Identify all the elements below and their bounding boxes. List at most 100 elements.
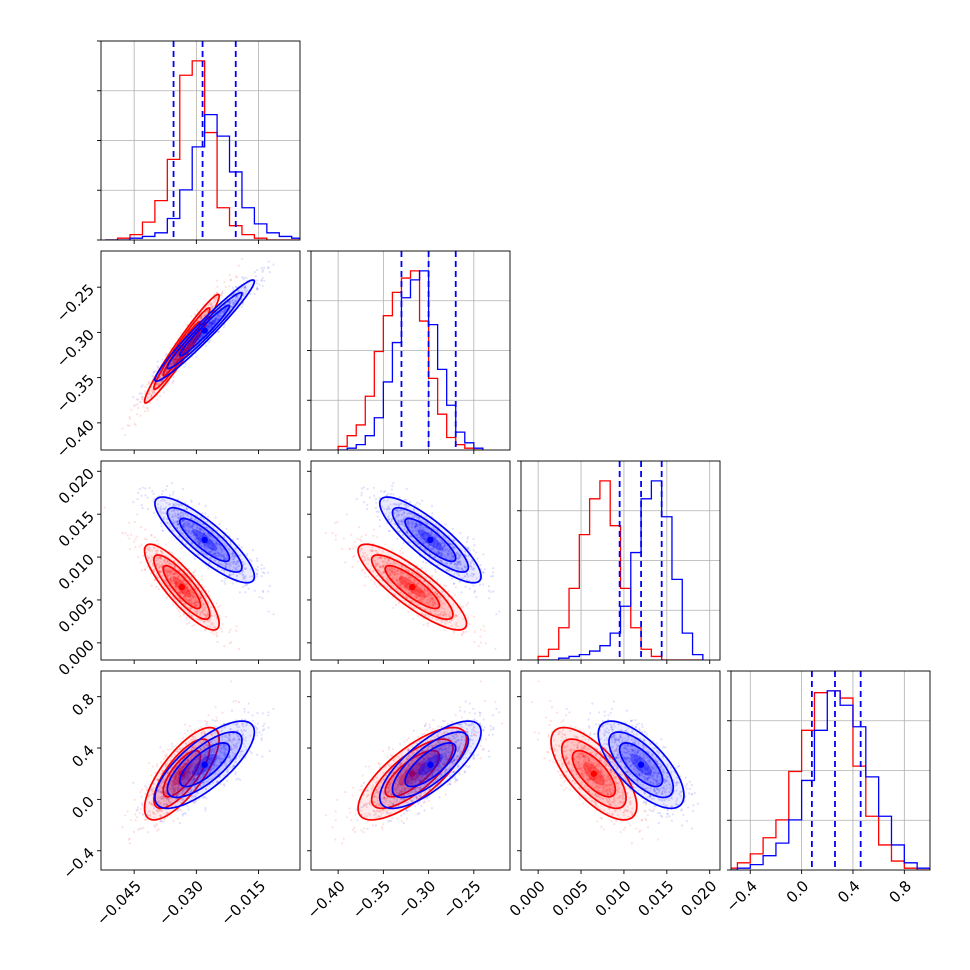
scatter-point [218,552,221,555]
scatter-point [370,548,373,552]
scatter-point [159,508,162,511]
scatter-point [199,516,202,519]
scatter-point [175,503,178,506]
scatter-point [180,547,183,550]
scatter-point [432,544,435,547]
scatter-point [375,585,378,589]
scatter-point [175,586,178,589]
scatter-point [387,558,390,561]
scatter-point [406,515,409,519]
scatter-point [245,276,248,280]
scatter-point [414,590,417,594]
scatter-point [236,297,239,300]
scatter-point [231,554,234,558]
scatter-point [182,524,185,528]
scatter-point [202,607,206,611]
scatter-point [177,352,180,356]
scatter-point [201,611,204,614]
scatter-point [162,391,165,394]
scatter-point [165,370,168,373]
scatter-point [180,590,183,594]
scatter-point [212,544,215,548]
scatter-point [216,554,219,557]
scatter-point [211,549,214,552]
scatter-point [479,641,483,644]
scatter-point [226,557,229,560]
scatter-point [194,601,197,604]
scatter-point [399,577,402,580]
scatter-point [176,576,179,579]
scatter-point [213,542,216,546]
scatter-point [135,398,138,401]
scatter-point [141,395,144,399]
scatter-point [220,562,223,565]
scatter-point [364,533,368,536]
scatter-point [436,613,439,616]
scatter-point [375,564,378,567]
scatter-point [196,600,199,604]
scatter-point [210,536,213,539]
scatter-point [245,583,248,586]
scatter-point [211,547,214,550]
scatter-point [176,581,179,584]
scatter-point [160,492,164,496]
scatter-point [244,285,247,288]
scatter-point [196,601,199,605]
scatter-point [195,597,198,600]
scatter-point [174,580,177,584]
scatter-point [436,539,439,542]
scatter-point [136,498,139,501]
scatter-point [380,556,384,559]
scatter-point [399,580,402,583]
scatter-point [449,561,452,564]
scatter-point [177,523,180,526]
scatter-point [431,600,434,603]
scatter-point [242,577,246,580]
scatter-point [364,559,367,562]
scatter-point [231,582,234,585]
scatter-point [226,577,229,580]
scatter-point [176,520,179,523]
scatter-point [156,562,159,565]
scatter-point [434,570,438,574]
scatter-point [398,581,402,584]
scatter-point [168,578,172,582]
scatter-point [224,563,228,566]
scatter-point [159,556,162,559]
scatter-point [391,571,394,574]
scatter-point [362,555,365,558]
scatter-point [182,613,186,616]
scatter-point [198,542,201,545]
scatter-point [227,302,231,305]
scatter-point [210,614,213,617]
scatter-point [172,513,175,517]
scatter-point [443,611,447,614]
scatter-point [244,567,247,570]
scatter-point [272,613,275,616]
scatter-point [164,488,167,491]
scatter-point [219,555,222,558]
scatter-point [356,537,359,540]
scatter-point [217,550,220,553]
scatter-point [469,562,472,565]
scatter-point [164,512,167,515]
scatter-point [426,522,429,525]
scatter-point [422,547,425,551]
scatter-point [353,554,356,557]
scatter-point [155,563,159,566]
scatter-point [443,554,446,557]
scatter-point [156,503,160,506]
scatter-point [418,592,421,595]
scatter-point [235,561,238,564]
scatter-point [376,562,379,565]
scatter-point [469,565,472,568]
scatter-point [173,504,176,507]
scatter-point [249,575,252,578]
scatter-point [201,608,205,611]
scatter-point [211,320,214,323]
scatter-point [415,533,418,536]
scatter-point [181,591,184,594]
scatter-point [155,549,158,552]
scatter-point [149,560,152,563]
scatter-point [220,556,223,559]
